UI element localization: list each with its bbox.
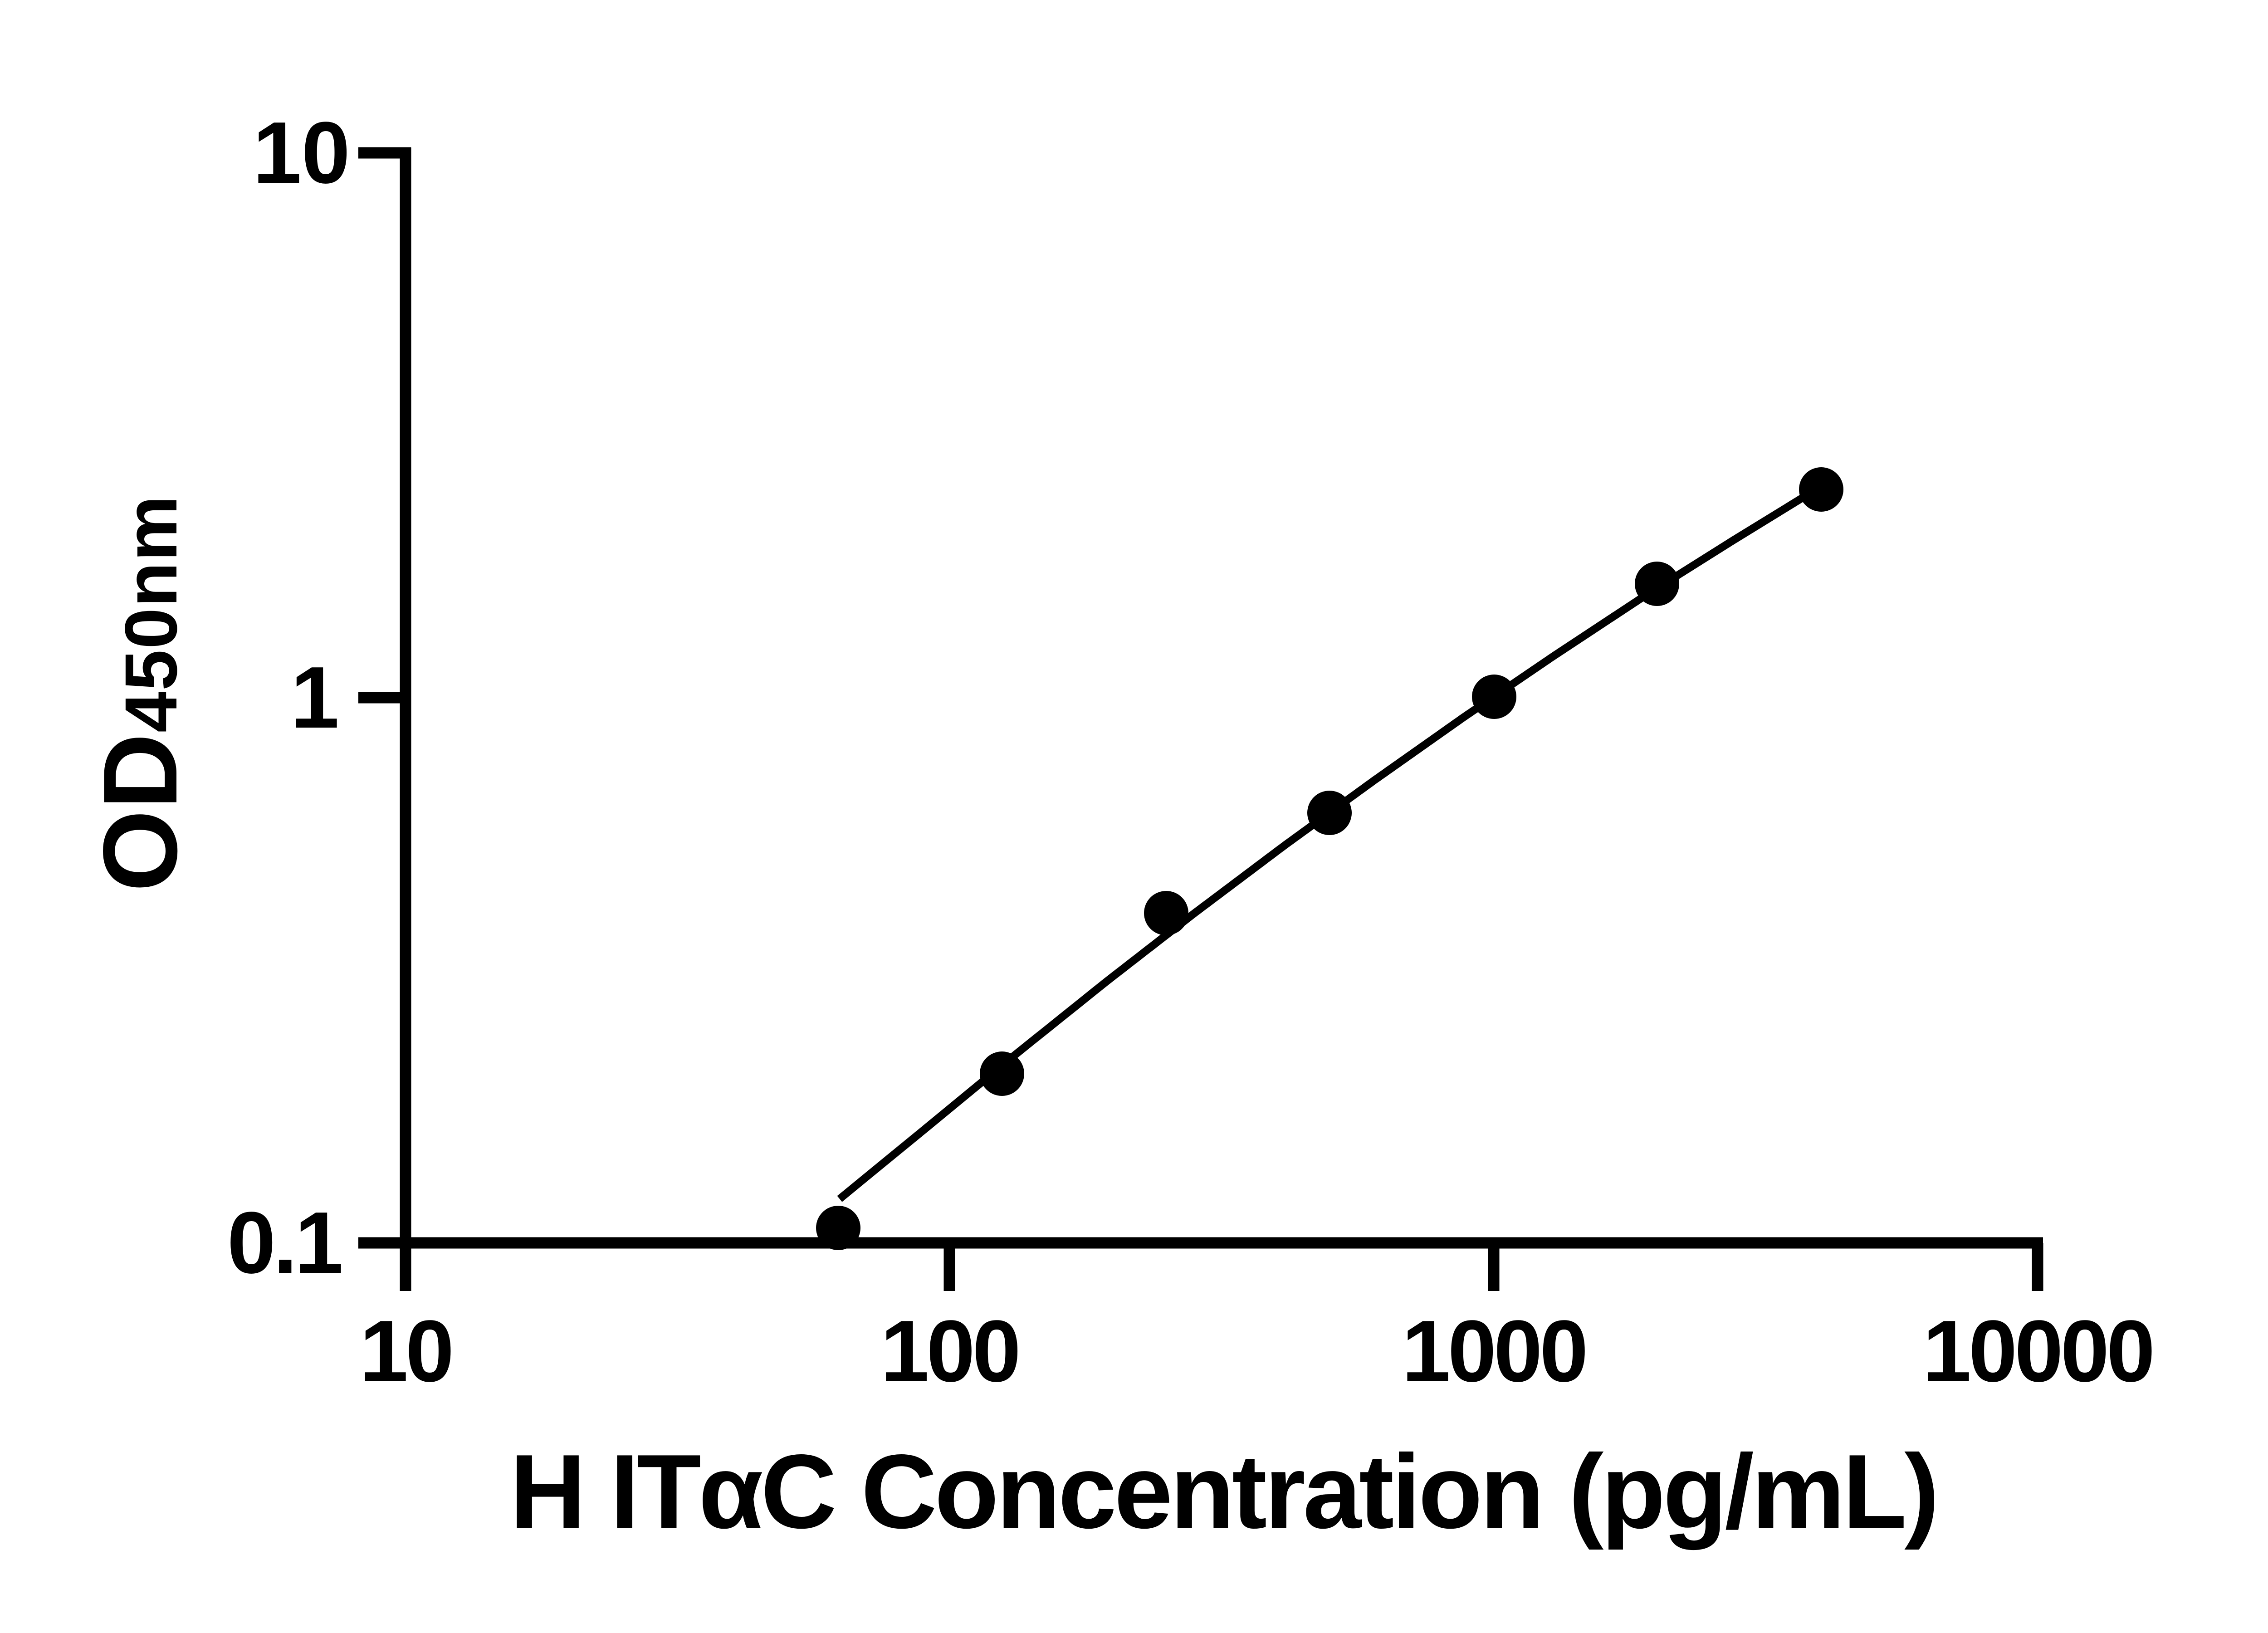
svg-text:100: 100 bbox=[880, 1302, 1018, 1400]
svg-text:10: 10 bbox=[360, 1302, 452, 1400]
svg-text:1000: 1000 bbox=[1402, 1302, 1585, 1400]
svg-text:1: 1 bbox=[291, 648, 339, 746]
svg-text:0.1: 0.1 bbox=[227, 1193, 341, 1291]
svg-text:10: 10 bbox=[253, 103, 350, 201]
svg-text:10000: 10000 bbox=[1923, 1302, 2153, 1400]
svg-text:H ITαC Concentration (pg/mL): H ITαC Concentration (pg/mL) bbox=[510, 1433, 1937, 1550]
